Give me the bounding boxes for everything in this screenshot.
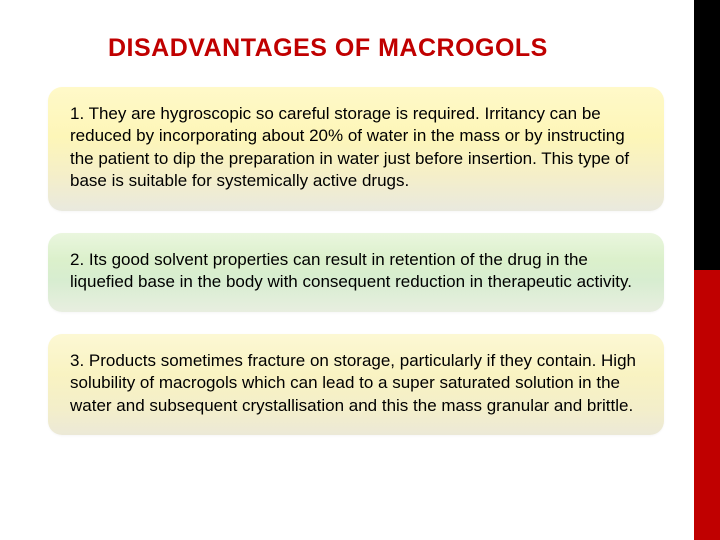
slide-title: DISADVANTAGES OF MACROGOLS [48,34,664,63]
slide-body: DISADVANTAGES OF MACROGOLS 1. They are h… [0,0,694,540]
card-2: 2. Its good solvent properties can resul… [48,233,664,312]
right-accent-bar [694,0,720,540]
card-1-text: 1. They are hygroscopic so careful stora… [70,103,642,193]
card-2-text: 2. Its good solvent properties can resul… [70,249,642,294]
card-3: 3. Products sometimes fracture on storag… [48,334,664,435]
right-bar-bottom [694,270,720,540]
right-bar-top [694,0,720,270]
card-3-text: 3. Products sometimes fracture on storag… [70,350,642,417]
card-1: 1. They are hygroscopic so careful stora… [48,87,664,211]
